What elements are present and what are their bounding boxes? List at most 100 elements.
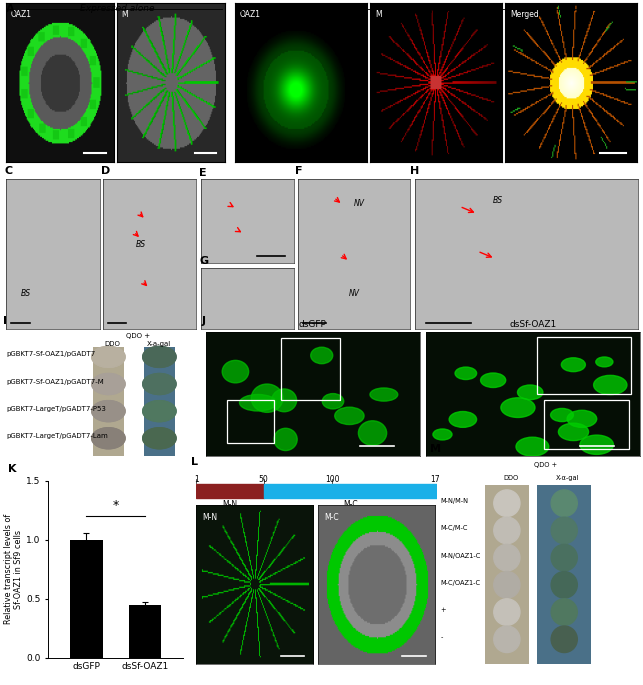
- Circle shape: [494, 517, 520, 544]
- Circle shape: [501, 398, 535, 417]
- Circle shape: [143, 427, 176, 449]
- Bar: [70, 540, 102, 658]
- Text: M: M: [430, 444, 441, 454]
- Text: OAZ1: OAZ1: [240, 10, 261, 18]
- Text: Merged: Merged: [510, 10, 539, 18]
- Circle shape: [580, 435, 613, 454]
- Text: pGBKT7-LargeT/pGADT7-P53: pGBKT7-LargeT/pGADT7-P53: [6, 406, 106, 412]
- Ellipse shape: [272, 389, 296, 412]
- Circle shape: [455, 367, 476, 379]
- Circle shape: [551, 599, 577, 625]
- Circle shape: [551, 571, 577, 598]
- Text: X-α-gal: X-α-gal: [556, 475, 579, 481]
- Circle shape: [596, 357, 613, 367]
- Text: M-N/M-N: M-N/M-N: [440, 498, 469, 504]
- Text: BS: BS: [136, 240, 145, 249]
- Text: OAZ1: OAZ1: [11, 10, 32, 18]
- Text: pGBKT7-Sf-OAZ1/pGADT7: pGBKT7-Sf-OAZ1/pGADT7: [6, 351, 96, 358]
- Text: BS: BS: [21, 289, 30, 298]
- Circle shape: [143, 347, 176, 367]
- Circle shape: [92, 373, 125, 395]
- Circle shape: [143, 347, 176, 367]
- Text: M-C/OAZ1-C: M-C/OAZ1-C: [440, 580, 480, 586]
- Text: M: M: [122, 10, 129, 18]
- Text: X-a-gal: X-a-gal: [147, 341, 172, 347]
- Text: M-C: M-C: [343, 500, 358, 509]
- Text: I: I: [3, 316, 6, 326]
- Circle shape: [551, 490, 577, 516]
- Text: M-N/OAZ1-C: M-N/OAZ1-C: [440, 553, 481, 558]
- Text: dsGFP: dsGFP: [299, 319, 327, 329]
- Bar: [129, 605, 161, 658]
- Circle shape: [550, 408, 574, 421]
- Ellipse shape: [311, 347, 332, 364]
- Circle shape: [143, 373, 176, 395]
- Circle shape: [143, 401, 176, 422]
- Circle shape: [551, 545, 577, 571]
- Bar: [537, 485, 592, 664]
- Text: QDO +: QDO +: [126, 334, 150, 340]
- Text: NV: NV: [354, 199, 365, 208]
- Circle shape: [494, 626, 520, 653]
- Circle shape: [92, 347, 125, 367]
- Text: 100: 100: [325, 475, 340, 484]
- Text: 50: 50: [258, 475, 269, 484]
- Text: J: J: [201, 316, 206, 326]
- Circle shape: [480, 373, 506, 388]
- Text: DDO: DDO: [104, 341, 120, 347]
- Circle shape: [561, 358, 585, 372]
- Text: pGBKT7-Sf-OAZ1/pGADT7-M: pGBKT7-Sf-OAZ1/pGADT7-M: [6, 379, 104, 384]
- Circle shape: [143, 373, 176, 395]
- Text: G: G: [199, 256, 208, 266]
- Circle shape: [518, 385, 543, 399]
- Text: E: E: [199, 168, 207, 178]
- Text: BS: BS: [493, 197, 503, 205]
- Bar: [196, 484, 264, 497]
- Text: -: -: [440, 634, 443, 640]
- Bar: [485, 485, 529, 664]
- Circle shape: [433, 429, 452, 440]
- Circle shape: [516, 437, 548, 456]
- Circle shape: [494, 490, 520, 516]
- Circle shape: [593, 375, 627, 395]
- Text: 174: 174: [430, 475, 444, 484]
- Text: H: H: [410, 166, 419, 177]
- Text: dsSf-OAZ1: dsSf-OAZ1: [509, 319, 556, 329]
- Circle shape: [92, 427, 125, 449]
- Circle shape: [92, 401, 125, 422]
- Text: Co-expression: Co-expression: [405, 4, 469, 13]
- Circle shape: [92, 347, 125, 367]
- Y-axis label: Relative transcript levels of
Sf-OAZ1 in Sf9 cells: Relative transcript levels of Sf-OAZ1 in…: [4, 514, 23, 624]
- Text: M-N: M-N: [202, 513, 217, 522]
- Text: A: A: [6, 4, 15, 14]
- Circle shape: [449, 412, 476, 427]
- Circle shape: [92, 373, 125, 395]
- Text: +: +: [440, 607, 446, 613]
- Circle shape: [567, 410, 597, 427]
- Text: QDO +: QDO +: [534, 462, 557, 469]
- Text: DDO: DDO: [503, 475, 518, 481]
- Circle shape: [92, 401, 125, 422]
- Circle shape: [143, 427, 176, 449]
- Ellipse shape: [222, 360, 249, 383]
- Circle shape: [558, 423, 588, 440]
- Ellipse shape: [370, 388, 398, 401]
- Text: NV: NV: [349, 289, 359, 298]
- Circle shape: [551, 626, 577, 653]
- Text: M-N: M-N: [222, 500, 237, 509]
- Text: *: *: [113, 499, 119, 512]
- Text: C: C: [5, 166, 13, 177]
- Circle shape: [143, 401, 176, 422]
- Text: B: B: [235, 4, 243, 14]
- Text: Expressed alone: Expressed alone: [80, 4, 154, 13]
- Text: F: F: [296, 166, 303, 177]
- Ellipse shape: [335, 407, 364, 425]
- Ellipse shape: [251, 384, 283, 412]
- Circle shape: [551, 517, 577, 544]
- Circle shape: [92, 427, 125, 449]
- Text: 1: 1: [194, 475, 199, 484]
- Text: K: K: [8, 464, 16, 474]
- Text: M-C: M-C: [324, 513, 338, 522]
- Text: M: M: [375, 10, 382, 18]
- Ellipse shape: [358, 421, 386, 445]
